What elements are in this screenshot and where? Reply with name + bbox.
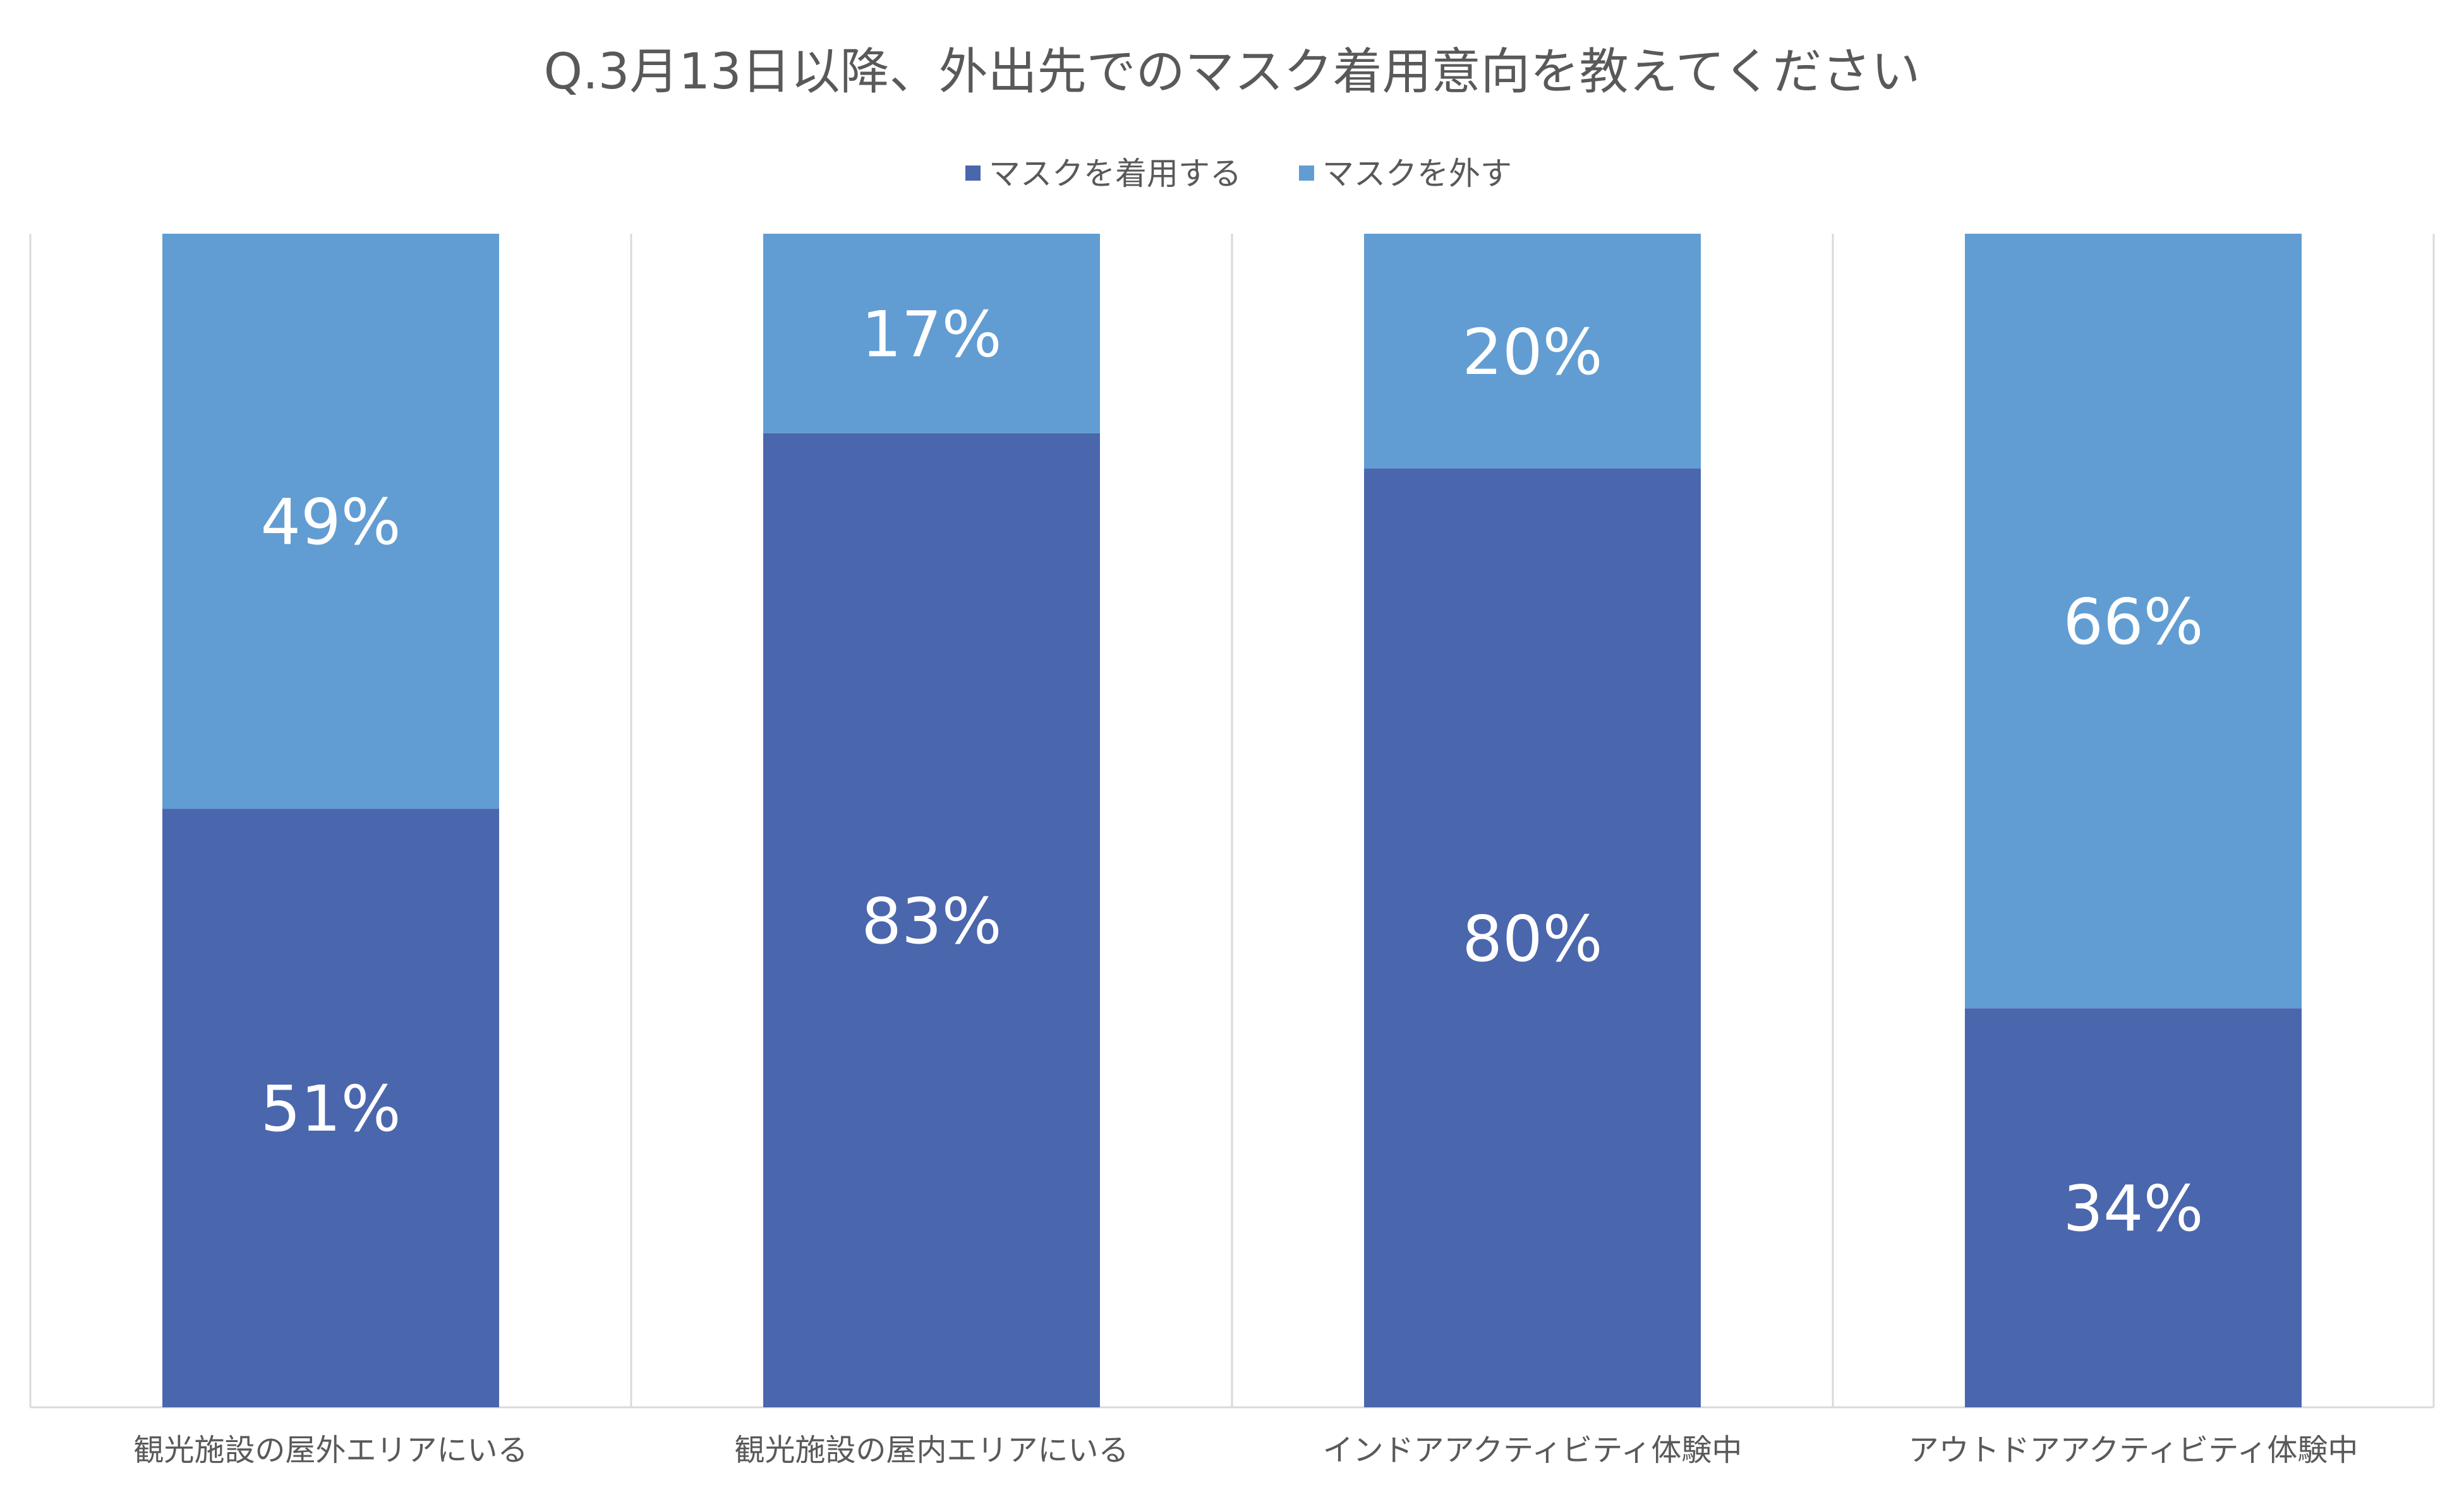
data-label-series1-cat1: 17% [861,298,1001,371]
bar-series0-cat0 [162,809,499,1407]
data-label-series0-cat0: 51% [260,1072,401,1146]
data-label-series1-cat3: 66% [2063,585,2203,659]
bar-series0-cat2 [1364,468,1701,1407]
chart-title: Q.3月13日以降、外出先でのマスク着用意向を教えてください [544,44,1921,100]
bar-series1-cat2 [1364,234,1701,469]
legend-label-wear: マスクを着用する [989,155,1241,192]
bar-series1-cat1 [763,234,1100,433]
data-label-series0-cat2: 80% [1462,902,1602,976]
category-label-0: 観光施設の屋外エリアにいる [133,1433,528,1468]
data-label-series0-cat3: 34% [2063,1172,2203,1246]
legend-swatch-wear [965,165,981,181]
bar-series0-cat1 [763,433,1100,1407]
category-label-3: アウトドアアクティビティ体験中 [1909,1433,2358,1468]
category-label-2: インドアアクティビティ体験中 [1323,1433,1742,1468]
category-label-1: 観光施設の屋内エリアにいる [734,1433,1128,1468]
legend-swatch-remove [1299,165,1314,181]
data-labels: 51% 49% 83% 17% 80% 20% 34% 66% [260,298,2203,1246]
legend-label-remove: マスクを外す [1322,155,1512,192]
bar-series1-cat0 [162,234,499,809]
data-label-series1-cat2: 20% [1462,315,1602,389]
bar-series0-cat3 [1965,1008,2302,1407]
bar-series1-cat3 [1965,234,2302,1009]
category-labels: 観光施設の屋外エリアにいる 観光施設の屋内エリアにいる インドアアクティビティ体験中… [133,1433,2358,1468]
data-label-series0-cat1: 83% [861,884,1001,958]
data-label-series1-cat0: 49% [260,485,401,559]
bars [162,234,2302,1407]
legend: マスクを着用する マスクを外す [965,155,1512,192]
